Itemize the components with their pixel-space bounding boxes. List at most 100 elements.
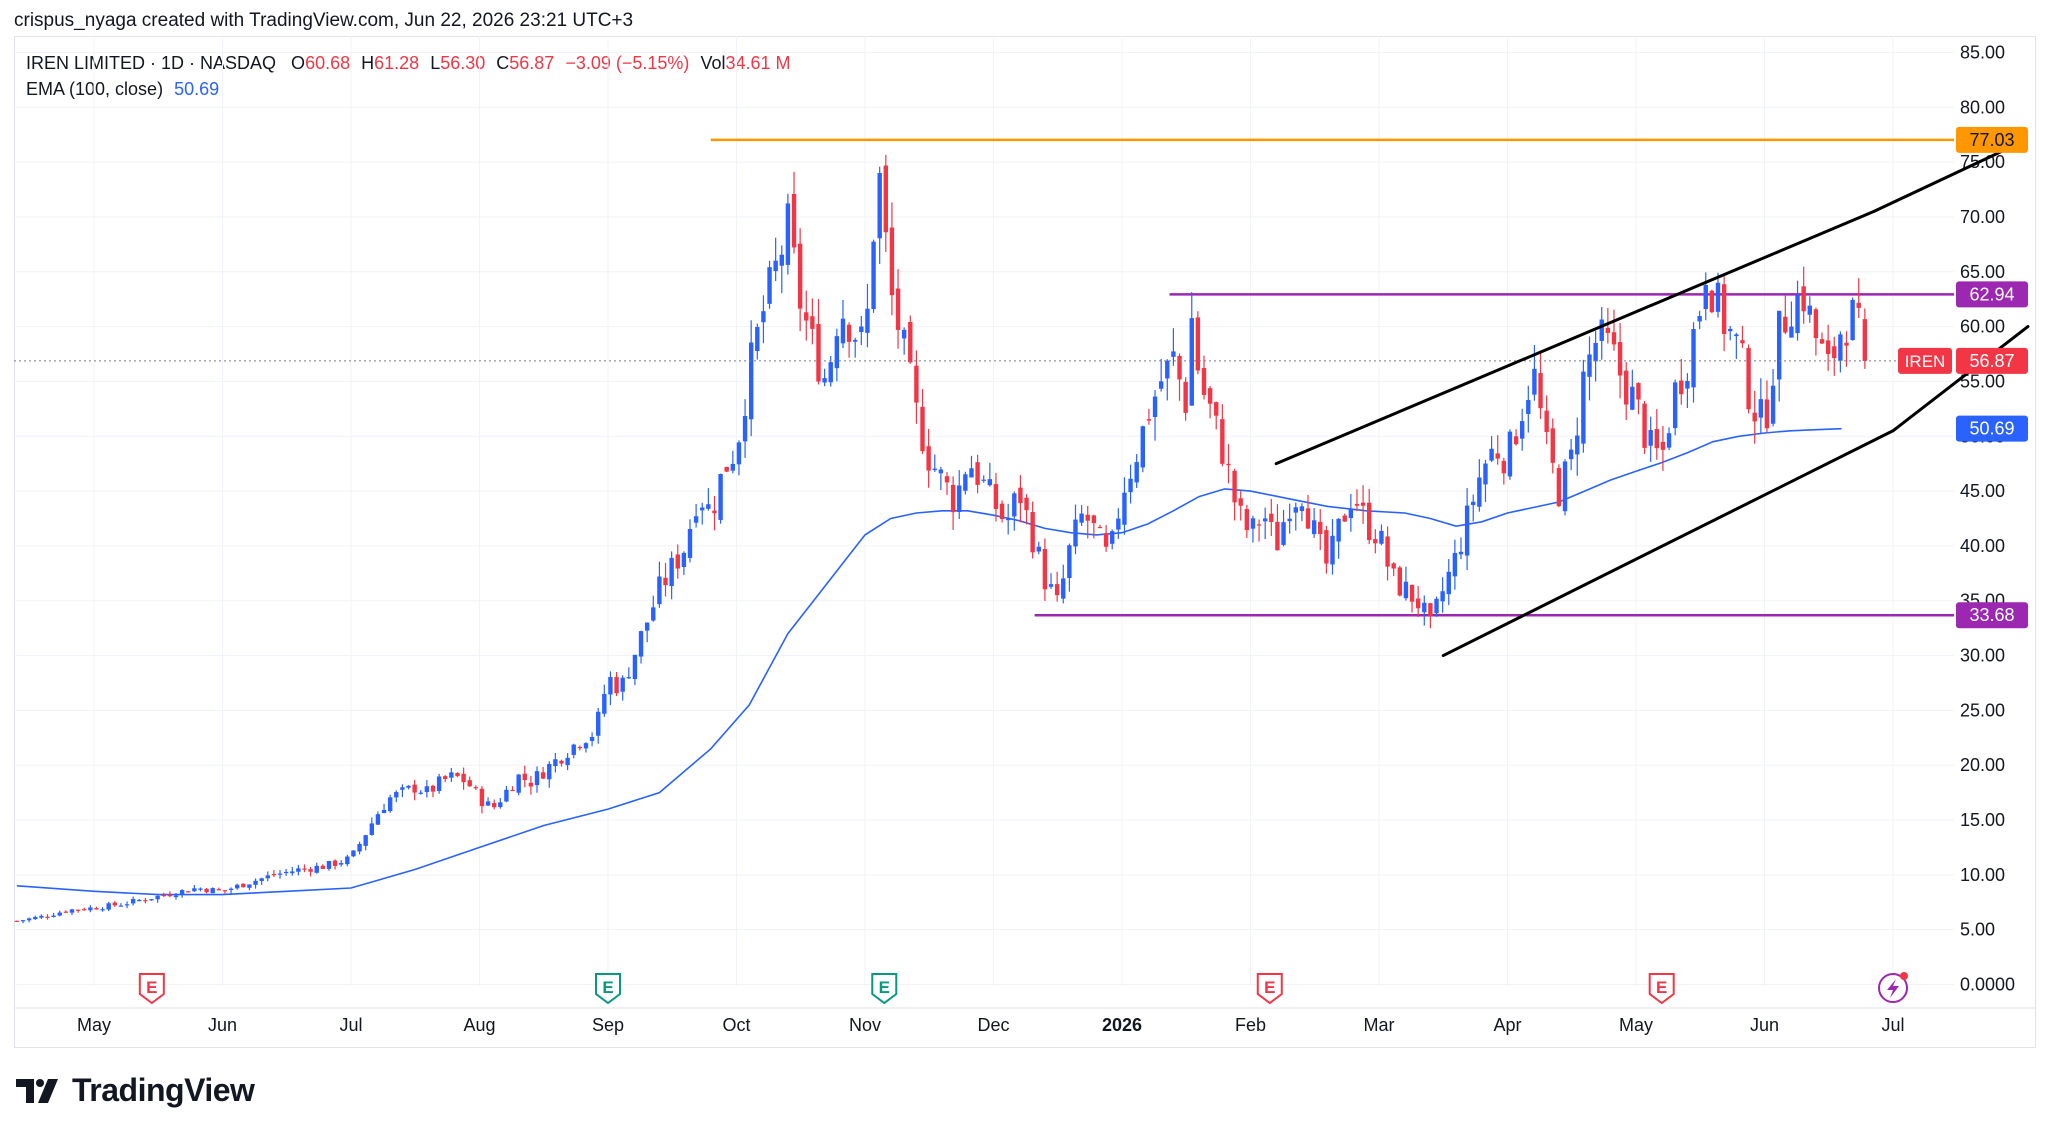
candle-body	[1250, 518, 1256, 529]
candle-body	[1679, 380, 1684, 395]
candle-body	[357, 843, 362, 852]
candle-body	[1085, 514, 1090, 521]
y-tick-label: 40.00	[1960, 536, 2005, 556]
candle-body	[1385, 536, 1390, 567]
candle-body	[883, 165, 889, 233]
candle-body	[1758, 399, 1764, 418]
earnings-marker-icon[interactable]	[1648, 973, 1675, 1005]
candle-body	[810, 316, 815, 329]
trendline[interactable]	[1891, 325, 2030, 433]
chart-area[interactable]: 85.0080.0075.0070.0065.0060.0055.0050.00…	[14, 36, 2036, 1048]
price-chart[interactable]: 85.0080.0075.0070.0065.0060.0055.0050.00…	[14, 36, 2036, 1048]
candle-body	[1177, 355, 1182, 380]
candle-body	[1189, 318, 1194, 406]
candle-body	[571, 744, 576, 755]
candle-body	[724, 466, 729, 472]
legend-ema-label[interactable]: EMA (100, close)	[26, 79, 164, 99]
candle-body	[1501, 460, 1507, 474]
candle-body	[920, 406, 925, 452]
candle-body	[1611, 332, 1617, 345]
candle-body	[326, 861, 332, 869]
candle-body	[693, 516, 699, 523]
candle-body	[1770, 385, 1776, 424]
tradingview-logo-text: TradingView	[72, 1072, 255, 1108]
candle-body	[155, 895, 160, 900]
candle-body	[88, 907, 93, 911]
candle-body	[345, 856, 350, 865]
x-tick-label: Jul	[1881, 1015, 1904, 1035]
candle-body	[773, 260, 778, 272]
y-tick-label: 70.00	[1960, 207, 2005, 227]
candle-body	[1293, 507, 1298, 513]
candle-body	[387, 797, 393, 812]
candle-body	[1360, 502, 1366, 506]
trendline[interactable]	[1441, 429, 1895, 658]
trendline[interactable]	[1872, 149, 2004, 213]
last-price-tag-bg	[1956, 347, 2028, 374]
candle-body	[797, 243, 803, 309]
y-tick-label: 85.00	[1960, 42, 2005, 62]
candle-body	[418, 792, 423, 794]
candle-body	[718, 473, 723, 520]
candle-body	[608, 677, 613, 695]
candle-body	[491, 802, 497, 808]
earnings-marker-icon[interactable]	[138, 973, 165, 1005]
candle-body	[228, 888, 234, 890]
candle-body	[926, 446, 931, 471]
legend-ema-row: EMA (100, close) 50.69	[26, 76, 791, 102]
candle-body	[296, 868, 301, 872]
candle-body	[1220, 419, 1225, 464]
candle-body	[540, 772, 546, 779]
candle-body	[871, 241, 876, 310]
candle-body	[565, 757, 570, 766]
level-price-tag: 77.03	[1969, 130, 2014, 150]
candle-body	[1752, 412, 1757, 422]
earnings-marker-label: E	[1264, 978, 1275, 997]
candle-body	[1042, 549, 1048, 590]
candle-body	[700, 507, 705, 511]
candle-body	[1605, 327, 1611, 333]
candle-body	[1152, 396, 1158, 418]
candle-body	[381, 809, 387, 814]
candle-body	[1299, 506, 1305, 511]
candle-body	[975, 462, 980, 485]
y-tick-label: 25.00	[1960, 700, 2005, 720]
candle-body	[1067, 545, 1072, 579]
candle-body	[1024, 497, 1029, 511]
candle-body	[443, 776, 448, 779]
candle-body	[908, 321, 913, 363]
symbol-tag-bg	[1898, 347, 1952, 374]
candle-body	[1110, 531, 1115, 544]
candle-body	[889, 227, 895, 296]
candle-body	[69, 909, 75, 913]
candle-body	[1238, 498, 1243, 506]
earnings-marker-icon[interactable]	[871, 973, 898, 1005]
candle-body	[1367, 502, 1372, 541]
tradingview-logo[interactable]: TradingView	[16, 1072, 255, 1109]
candle-body	[308, 869, 313, 872]
earnings-marker-icon[interactable]	[595, 973, 621, 1005]
candle-body	[26, 918, 32, 921]
candle-body	[510, 789, 515, 792]
legend-symbol[interactable]: IREN LIMITED · 1D · NASDAQ	[26, 53, 277, 73]
candle-body	[767, 267, 772, 304]
candle-body	[1685, 380, 1690, 389]
legend-close-label: C	[496, 53, 510, 73]
chart-credit: crispus_nyaga created with TradingView.c…	[14, 10, 634, 31]
candle-body	[1128, 478, 1133, 493]
candle-body	[1012, 493, 1017, 517]
ema-line[interactable]	[16, 427, 1842, 896]
candle-body	[1403, 581, 1409, 599]
earnings-marker-icon[interactable]	[1256, 973, 1283, 1005]
candle-body	[430, 785, 436, 792]
candle-body	[1648, 430, 1653, 446]
candle-body	[118, 905, 124, 907]
candle-body	[369, 823, 375, 835]
candle-body	[804, 312, 809, 321]
candle-body	[675, 554, 680, 569]
candle-body	[1544, 410, 1549, 433]
candle-body	[687, 528, 693, 558]
candle-body	[363, 835, 368, 846]
candle-body	[1446, 571, 1451, 595]
trendline[interactable]	[1274, 209, 1876, 466]
